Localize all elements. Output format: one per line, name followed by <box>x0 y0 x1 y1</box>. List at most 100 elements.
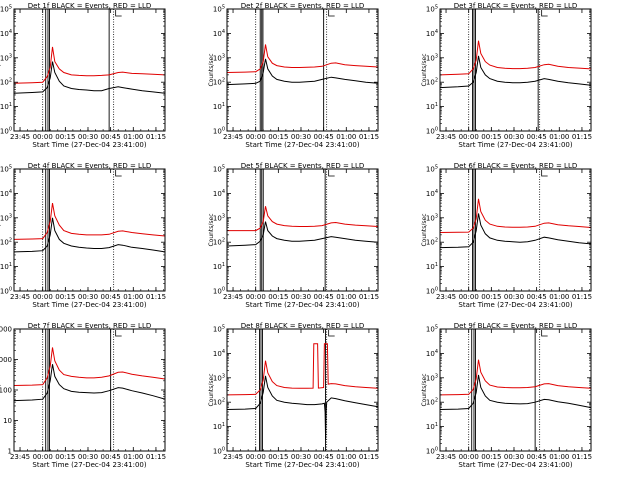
panel-title: Det 5f BLACK = Events, RED = LLD <box>241 162 364 170</box>
marker-bracket <box>541 170 548 177</box>
panel-title: Det 9f BLACK = Events, RED = LLD <box>454 322 577 330</box>
panel-det-4: 100 101 102 103 104 105 23:45 00:00 00:15 00:30 00… <box>0 162 166 309</box>
lld-series-line <box>227 206 378 232</box>
lld-series-line <box>14 46 165 84</box>
x-tick-label: 01:00 <box>123 293 143 301</box>
x-tick-label: 01:00 <box>336 133 356 141</box>
x-tick-label: 01:00 <box>123 453 143 461</box>
x-tick-label: 00:30 <box>291 453 311 461</box>
x-tick-label: 00:00 <box>246 293 266 301</box>
marker-bracket <box>541 330 548 337</box>
panel-data-group <box>14 347 165 402</box>
panel-data-group <box>440 359 591 410</box>
x-tick-label: 00:00 <box>246 453 266 461</box>
y-tick-label: 105 <box>426 165 438 174</box>
x-tick-label: 00:00 <box>33 453 53 461</box>
x-tick-label: 00:15 <box>481 453 501 461</box>
panel-frame <box>226 8 379 132</box>
x-axis-label: Start Time (27-Dec-04 23:41:00) <box>32 461 146 469</box>
x-tick-label: 01:15 <box>146 293 166 301</box>
y-tick-label: 104 <box>426 29 438 38</box>
x-tick-label: 00:30 <box>78 293 98 301</box>
panel-data-group <box>227 44 378 86</box>
y-axis-label: Counts/sec <box>208 213 215 246</box>
x-tick-label: 00:45 <box>101 453 121 461</box>
x-tick-label: 01:15 <box>572 133 592 141</box>
y-tick-label: 100 <box>0 127 12 136</box>
x-tick-label: 00:15 <box>481 133 501 141</box>
x-axis-label: Start Time (27-Dec-04 23:41:00) <box>32 301 146 309</box>
panel-data-group <box>14 203 165 253</box>
x-tick-label: 23:45 <box>10 453 30 461</box>
events-series-line <box>14 217 165 253</box>
x-tick-label: 00:45 <box>101 293 121 301</box>
x-tick-label: 00:45 <box>527 133 547 141</box>
y-tick-label: 101 <box>213 422 225 431</box>
panel-frame <box>13 8 166 132</box>
y-tick-label: 103 <box>426 373 438 382</box>
y-tick-label: 102 <box>426 238 438 247</box>
panel-frame <box>226 168 379 292</box>
x-tick-label: 00:45 <box>314 293 334 301</box>
lld-series-line <box>14 203 165 240</box>
x-tick-label: 23:45 <box>436 293 456 301</box>
y-tick-label: 104 <box>426 349 438 358</box>
x-tick-label: 00:45 <box>527 453 547 461</box>
x-tick-label: 00:00 <box>459 133 479 141</box>
y-tick-label: 103 <box>426 53 438 62</box>
y-tick-label: 100 <box>426 447 438 456</box>
y-tick-label: 104 <box>213 349 225 358</box>
x-tick-label: 01:15 <box>572 453 592 461</box>
y-axis-label: Counts/sec <box>421 213 428 246</box>
panel-title: Det 2f BLACK = Events, RED = LLD <box>241 2 364 10</box>
y-axis-label: Counts/sec <box>0 373 2 406</box>
y-tick-label: 101 <box>426 102 438 111</box>
y-tick-label: 101 <box>426 262 438 271</box>
panel-data-group <box>440 40 591 89</box>
y-tick-label: 100 <box>0 387 12 395</box>
events-series-line <box>227 58 378 86</box>
y-tick-label: 100 <box>0 287 12 296</box>
y-tick-label: 105 <box>0 5 12 14</box>
y-axis-label: Counts/sec <box>208 53 215 86</box>
y-tick-label: 105 <box>426 5 438 14</box>
x-tick-label: 00:45 <box>314 453 334 461</box>
x-axis-label: Start Time (27-Dec-04 23:41:00) <box>458 301 572 309</box>
x-tick-label: 00:15 <box>268 133 288 141</box>
x-tick-label: 23:45 <box>436 453 456 461</box>
marker-bracket <box>328 330 335 337</box>
events-series-line <box>440 213 591 249</box>
panel-frame <box>439 168 592 292</box>
marker-bracket <box>541 10 548 17</box>
x-tick-label: 23:45 <box>10 133 30 141</box>
x-axis-label: Start Time (27-Dec-04 23:41:00) <box>458 141 572 149</box>
panel-data-group <box>440 198 591 249</box>
x-tick-label: 00:00 <box>33 133 53 141</box>
x-tick-label: 00:00 <box>459 293 479 301</box>
x-tick-label: 23:45 <box>436 133 456 141</box>
panel-frame <box>439 8 592 132</box>
y-tick-label: 103 <box>0 53 12 62</box>
y-tick-label: 105 <box>0 165 12 174</box>
x-tick-label: 00:00 <box>459 453 479 461</box>
panel-frame <box>13 168 166 292</box>
x-tick-label: 23:45 <box>223 133 243 141</box>
x-tick-label: 00:15 <box>268 453 288 461</box>
lld-series-line <box>14 347 165 386</box>
y-tick-label: 103 <box>213 373 225 382</box>
events-series-line <box>440 55 591 89</box>
x-tick-label: 01:00 <box>123 133 143 141</box>
x-tick-label: 00:45 <box>101 133 121 141</box>
marker-bracket <box>328 10 335 17</box>
lld-series-line <box>440 198 591 233</box>
y-tick-label: 102 <box>426 78 438 87</box>
y-tick-label: 102 <box>0 78 12 87</box>
x-tick-label: 00:30 <box>504 133 524 141</box>
y-tick-label: 101 <box>0 262 12 271</box>
y-axis-label: Counts/sec <box>0 53 2 86</box>
panel-title: Det 4f BLACK = Events, RED = LLD <box>28 162 151 170</box>
